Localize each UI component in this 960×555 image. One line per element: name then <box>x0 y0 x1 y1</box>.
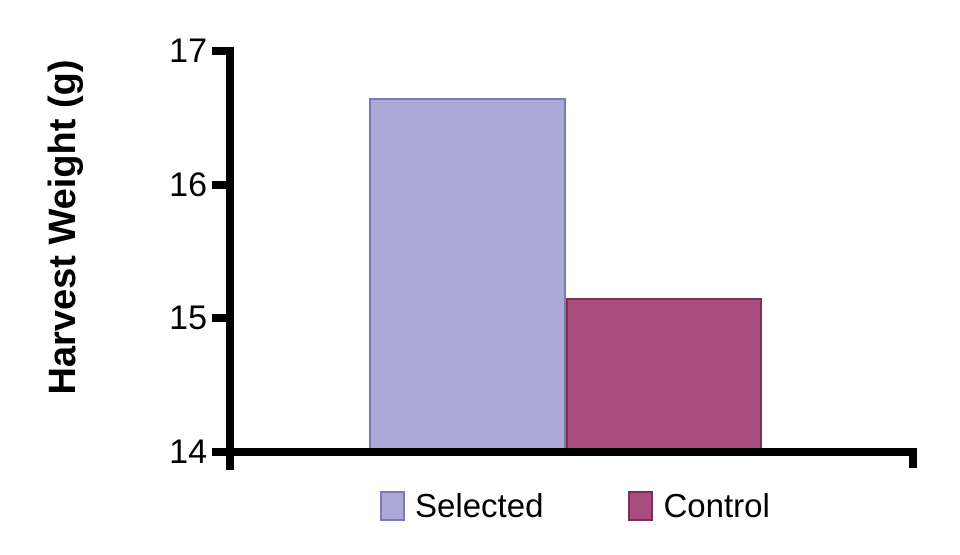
x-axis-line <box>226 448 917 456</box>
y-axis-line <box>226 47 234 470</box>
y-tick-mark-16 <box>212 180 226 189</box>
y-tick-mark-17 <box>212 47 226 55</box>
y-tick-mark-14 <box>212 448 226 456</box>
legend: Selected Control <box>380 489 770 522</box>
legend-item-control: Control <box>628 487 770 524</box>
legend-swatch-control <box>628 490 654 521</box>
y-tick-label-14: 14 <box>169 433 207 471</box>
x-axis-end-tick <box>909 448 917 468</box>
legend-item-selected: Selected <box>380 489 543 522</box>
legend-label-control: Control <box>663 487 770 524</box>
legend-swatch-selected <box>380 490 405 521</box>
bar-selected <box>369 97 566 448</box>
y-axis-label: Harvest Weight (g) <box>42 59 84 395</box>
y-tick-label-15: 15 <box>169 299 207 338</box>
y-tick-mark-15 <box>212 314 226 323</box>
y-tick-label-17: 17 <box>169 32 207 70</box>
bar-control <box>565 298 762 448</box>
y-tick-label-16: 16 <box>169 165 207 204</box>
legend-label-selected: Selected <box>415 487 544 524</box>
